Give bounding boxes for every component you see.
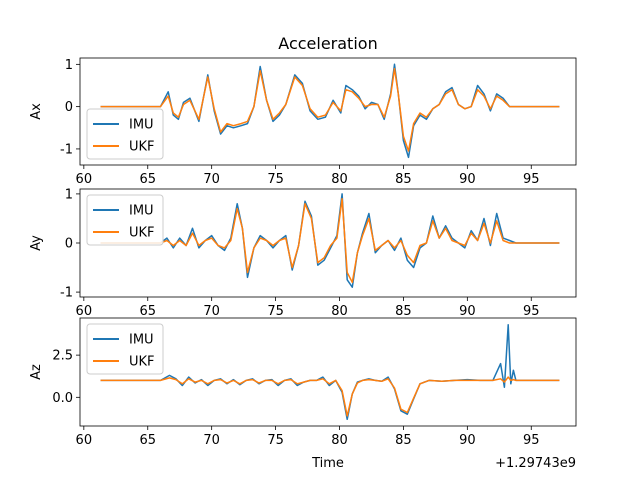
- legend-label-imu: IMU: [129, 333, 154, 348]
- x-tick-label: 60: [76, 304, 93, 319]
- legend-label-imu: IMU: [129, 204, 154, 219]
- x-tick-label: 90: [459, 433, 476, 448]
- x-tick-label: 95: [523, 172, 540, 187]
- legend-label-ukf: UKF: [129, 226, 155, 241]
- y-axis-label: Az: [29, 364, 44, 380]
- legend-label-ukf: UKF: [129, 355, 155, 370]
- subplot-panels: 60 65 70 75 80 85 90 95 -1 0 1 Ax IMU UKF 60 65 70 75 80 85…: [29, 57, 577, 448]
- x-tick-label: 70: [203, 433, 220, 448]
- x-tick-label: 80: [331, 433, 348, 448]
- legend: IMU UKF: [86, 323, 164, 375]
- x-tick-label: 65: [139, 304, 156, 319]
- legend: IMU UKF: [86, 194, 164, 246]
- x-tick-label: 85: [395, 172, 412, 187]
- series-line-ukf: [100, 198, 560, 284]
- y-tick-label: 0: [65, 237, 73, 252]
- x-tick-label: 95: [523, 304, 540, 319]
- y-tick-label: 2.5: [52, 349, 73, 364]
- x-tick-label: 70: [203, 172, 220, 187]
- plot-frame: [79, 57, 577, 166]
- x-offset-label: +1.29743e9: [495, 456, 576, 471]
- x-tick-label: 65: [139, 172, 156, 187]
- figure-title: Acceleration: [278, 34, 377, 53]
- x-tick-label: 80: [331, 172, 348, 187]
- series-line-ukf: [100, 67, 560, 152]
- x-tick-label: 65: [139, 433, 156, 448]
- legend: IMU UKF: [86, 108, 164, 160]
- y-axis-label: Ax: [29, 103, 44, 120]
- subplot-az: 60 65 70 75 80 85 90 95 0.0 2.5 Az IMU UKF: [29, 317, 577, 448]
- y-tick-label: 1: [65, 58, 73, 73]
- x-tick-label: 90: [459, 304, 476, 319]
- x-tick-label: 90: [459, 172, 476, 187]
- x-tick-label: 60: [76, 433, 93, 448]
- plot-frame: [79, 317, 577, 427]
- x-tick-label: 70: [203, 304, 220, 319]
- x-tick-label: 75: [267, 433, 284, 448]
- x-tick-label: 75: [267, 304, 284, 319]
- series-line-ukf: [100, 376, 560, 417]
- x-tick-label: 85: [395, 304, 412, 319]
- y-tick-label: -1: [60, 286, 73, 301]
- x-tick-label: 75: [267, 172, 284, 187]
- y-tick-label: 1: [65, 187, 73, 202]
- y-tick-label: 0: [65, 100, 73, 115]
- y-tick-label: 0.0: [52, 391, 73, 406]
- x-tick-label: 80: [331, 304, 348, 319]
- x-tick-label: 85: [395, 433, 412, 448]
- x-tick-label: 95: [523, 433, 540, 448]
- legend-label-ukf: UKF: [129, 140, 155, 155]
- x-axis-label: Time: [311, 456, 344, 471]
- y-tick-label: -1: [60, 142, 73, 157]
- x-tick-label: 60: [76, 172, 93, 187]
- subplot-ay: 60 65 70 75 80 85 90 95 -1 0 1 Ay IMU UKF: [29, 187, 577, 319]
- legend-label-imu: IMU: [129, 118, 154, 133]
- y-axis-label: Ay: [29, 235, 44, 251]
- subplot-ax: 60 65 70 75 80 85 90 95 -1 0 1 Ax IMU UKF: [29, 57, 577, 187]
